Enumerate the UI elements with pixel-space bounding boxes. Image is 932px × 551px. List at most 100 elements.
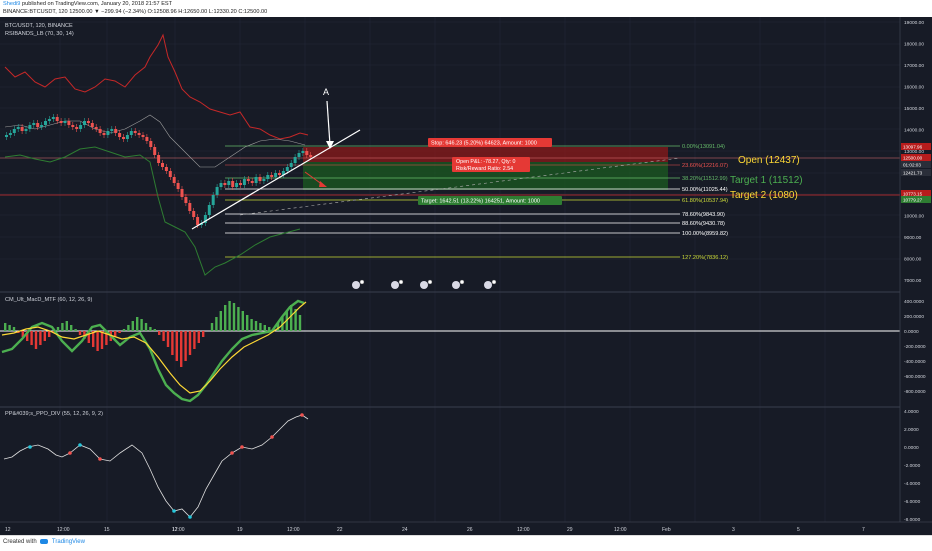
time-tick: 12 — [5, 527, 11, 533]
ppo-line — [3, 414, 309, 518]
macd-bar — [210, 323, 214, 331]
macd-legend[interactable]: CM_Ult_MacD_MTF (60, 12, 26, 9) — [5, 297, 92, 303]
macd-bar — [166, 331, 170, 347]
rr-label: Risk/Reward Ratio: 2.54 — [456, 166, 513, 172]
ppo-tick: 4.0000 — [904, 409, 919, 415]
price-tick: 14000.00 — [904, 128, 924, 134]
macd-bar — [131, 321, 134, 331]
price-tag-label: 12500.00 — [903, 156, 923, 161]
price-tick: 8000.00 — [904, 257, 922, 263]
candle-body — [293, 157, 297, 163]
event-markers[interactable] — [352, 279, 497, 289]
candlestick-series[interactable] — [5, 114, 313, 228]
macd-bar — [171, 331, 174, 355]
arrow-shaft[interactable] — [326, 100, 331, 146]
fib-labels: 0.00%(13091.04) 23.60%(12216.07) 38.20%(… — [682, 144, 728, 261]
price-axis[interactable]: 19000.00 18000.00 17000.00 16000.00 15000.00… — [899, 17, 932, 535]
price-tick: 15000.00 — [904, 106, 924, 112]
candle-body — [157, 155, 161, 163]
macd-tick: -200.0000 — [904, 344, 926, 350]
target-box-label: Target: 1642.51 (13.22%) 164251, Amount:… — [421, 199, 540, 205]
price-tag — [901, 196, 931, 203]
macd-bar — [52, 331, 55, 333]
macd-bar — [237, 307, 240, 331]
macd-bar — [193, 331, 196, 349]
macd-signal — [1, 301, 307, 394]
time-tick: 22 — [337, 527, 343, 533]
ppo-legend[interactable]: PP&#039;s_PPO_DIV (55, 12, 26, 9, 2) — [5, 411, 103, 417]
candle-body — [40, 125, 44, 127]
candle-body — [168, 171, 172, 177]
candle-body — [281, 171, 285, 175]
macd-bar — [232, 303, 236, 331]
rsi-band-lower — [4, 146, 301, 276]
time-tick: 12:00 — [172, 527, 185, 533]
tradingview-logo-icon[interactable] — [40, 539, 49, 544]
candle-body — [28, 125, 32, 129]
price-tick: 10000.00 — [904, 214, 924, 220]
chart-canvas[interactable]: 0.00%(13091.04) 23.60%(12216.07) 38.20%(… — [0, 17, 932, 535]
price-tag-label: 13097.96 — [903, 145, 923, 150]
macd-bar — [254, 321, 258, 331]
fib-label: 78.60%(9843.90) — [682, 212, 725, 218]
macd-bar — [96, 331, 99, 351]
macd-tick: -400.0000 — [904, 359, 926, 365]
macd-bar — [48, 331, 51, 337]
macd-pane[interactable]: CM_Ult_MacD_MTF (60, 12, 26, 9) — [0, 297, 900, 403]
price-tick: 16000.00 — [904, 85, 924, 91]
target-badge[interactable] — [418, 196, 562, 205]
fib-label: 127.20%(7836.12) — [682, 255, 728, 261]
candle-body — [274, 173, 278, 177]
price-tag — [901, 190, 931, 197]
macd-bar — [34, 331, 38, 349]
created-with-text: Created with — [3, 539, 37, 546]
candle-body — [246, 179, 250, 181]
macd-bar — [92, 331, 95, 347]
ppo-tick: -6.0000 — [904, 499, 921, 505]
price-tick: 13000.00 — [904, 149, 924, 155]
candle-body — [235, 183, 239, 187]
macd-bar — [56, 327, 60, 331]
macd-bar — [127, 325, 130, 331]
trend-line[interactable] — [191, 129, 361, 230]
price-tag-label: 01:02:03 — [903, 163, 921, 168]
pl-badge[interactable] — [452, 157, 530, 172]
candle-body — [239, 183, 242, 185]
candle-body — [227, 181, 231, 185]
stop-badge[interactable] — [428, 138, 552, 147]
main-pane[interactable]: 0.00%(13091.04) 23.60%(12216.07) 38.20%(… — [0, 17, 900, 522]
macd-bar — [250, 319, 253, 331]
candle-body — [223, 183, 227, 185]
fib-label: 88.60%(9430.78) — [682, 221, 725, 227]
arrow-label: A — [323, 87, 329, 97]
macd-bar — [259, 323, 262, 331]
time-tick: 24 — [402, 527, 408, 533]
candle-body — [32, 123, 36, 125]
indicator-legend[interactable]: RSIBANDS_LB (70, 30, 14) — [5, 31, 74, 37]
candle-body — [285, 167, 289, 171]
candle-body — [188, 203, 192, 211]
macd-bar — [61, 323, 64, 331]
macd-bar — [276, 323, 280, 331]
ppo-pane[interactable]: PP&#039;s_PPO_DIV (55, 12, 26, 9, 2) — [3, 411, 309, 519]
dashed-projection[interactable] — [239, 157, 681, 216]
macd-bar — [219, 311, 222, 331]
macd-bar — [74, 329, 77, 331]
fib-label: 0.00%(13091.04) — [682, 144, 725, 150]
candle-body — [51, 117, 55, 119]
author-link[interactable]: Shedi9 — [3, 1, 21, 7]
candle-body — [153, 147, 157, 155]
candle-body — [145, 137, 149, 141]
macd-tick: 0.0000 — [904, 329, 919, 335]
macd-bar — [246, 315, 249, 331]
macd-bar — [202, 331, 205, 337]
tradingview-brand[interactable]: TradingView — [51, 539, 85, 546]
candle-body — [75, 127, 79, 129]
time-tick: 12:00 — [57, 527, 70, 533]
candle-body — [172, 177, 176, 183]
time-tick: 12:00 — [287, 527, 300, 533]
symbol-legend[interactable]: BTC/USDT, 120, BINANCE — [5, 23, 73, 29]
candle-body — [106, 131, 110, 135]
macd-bar — [298, 315, 302, 331]
